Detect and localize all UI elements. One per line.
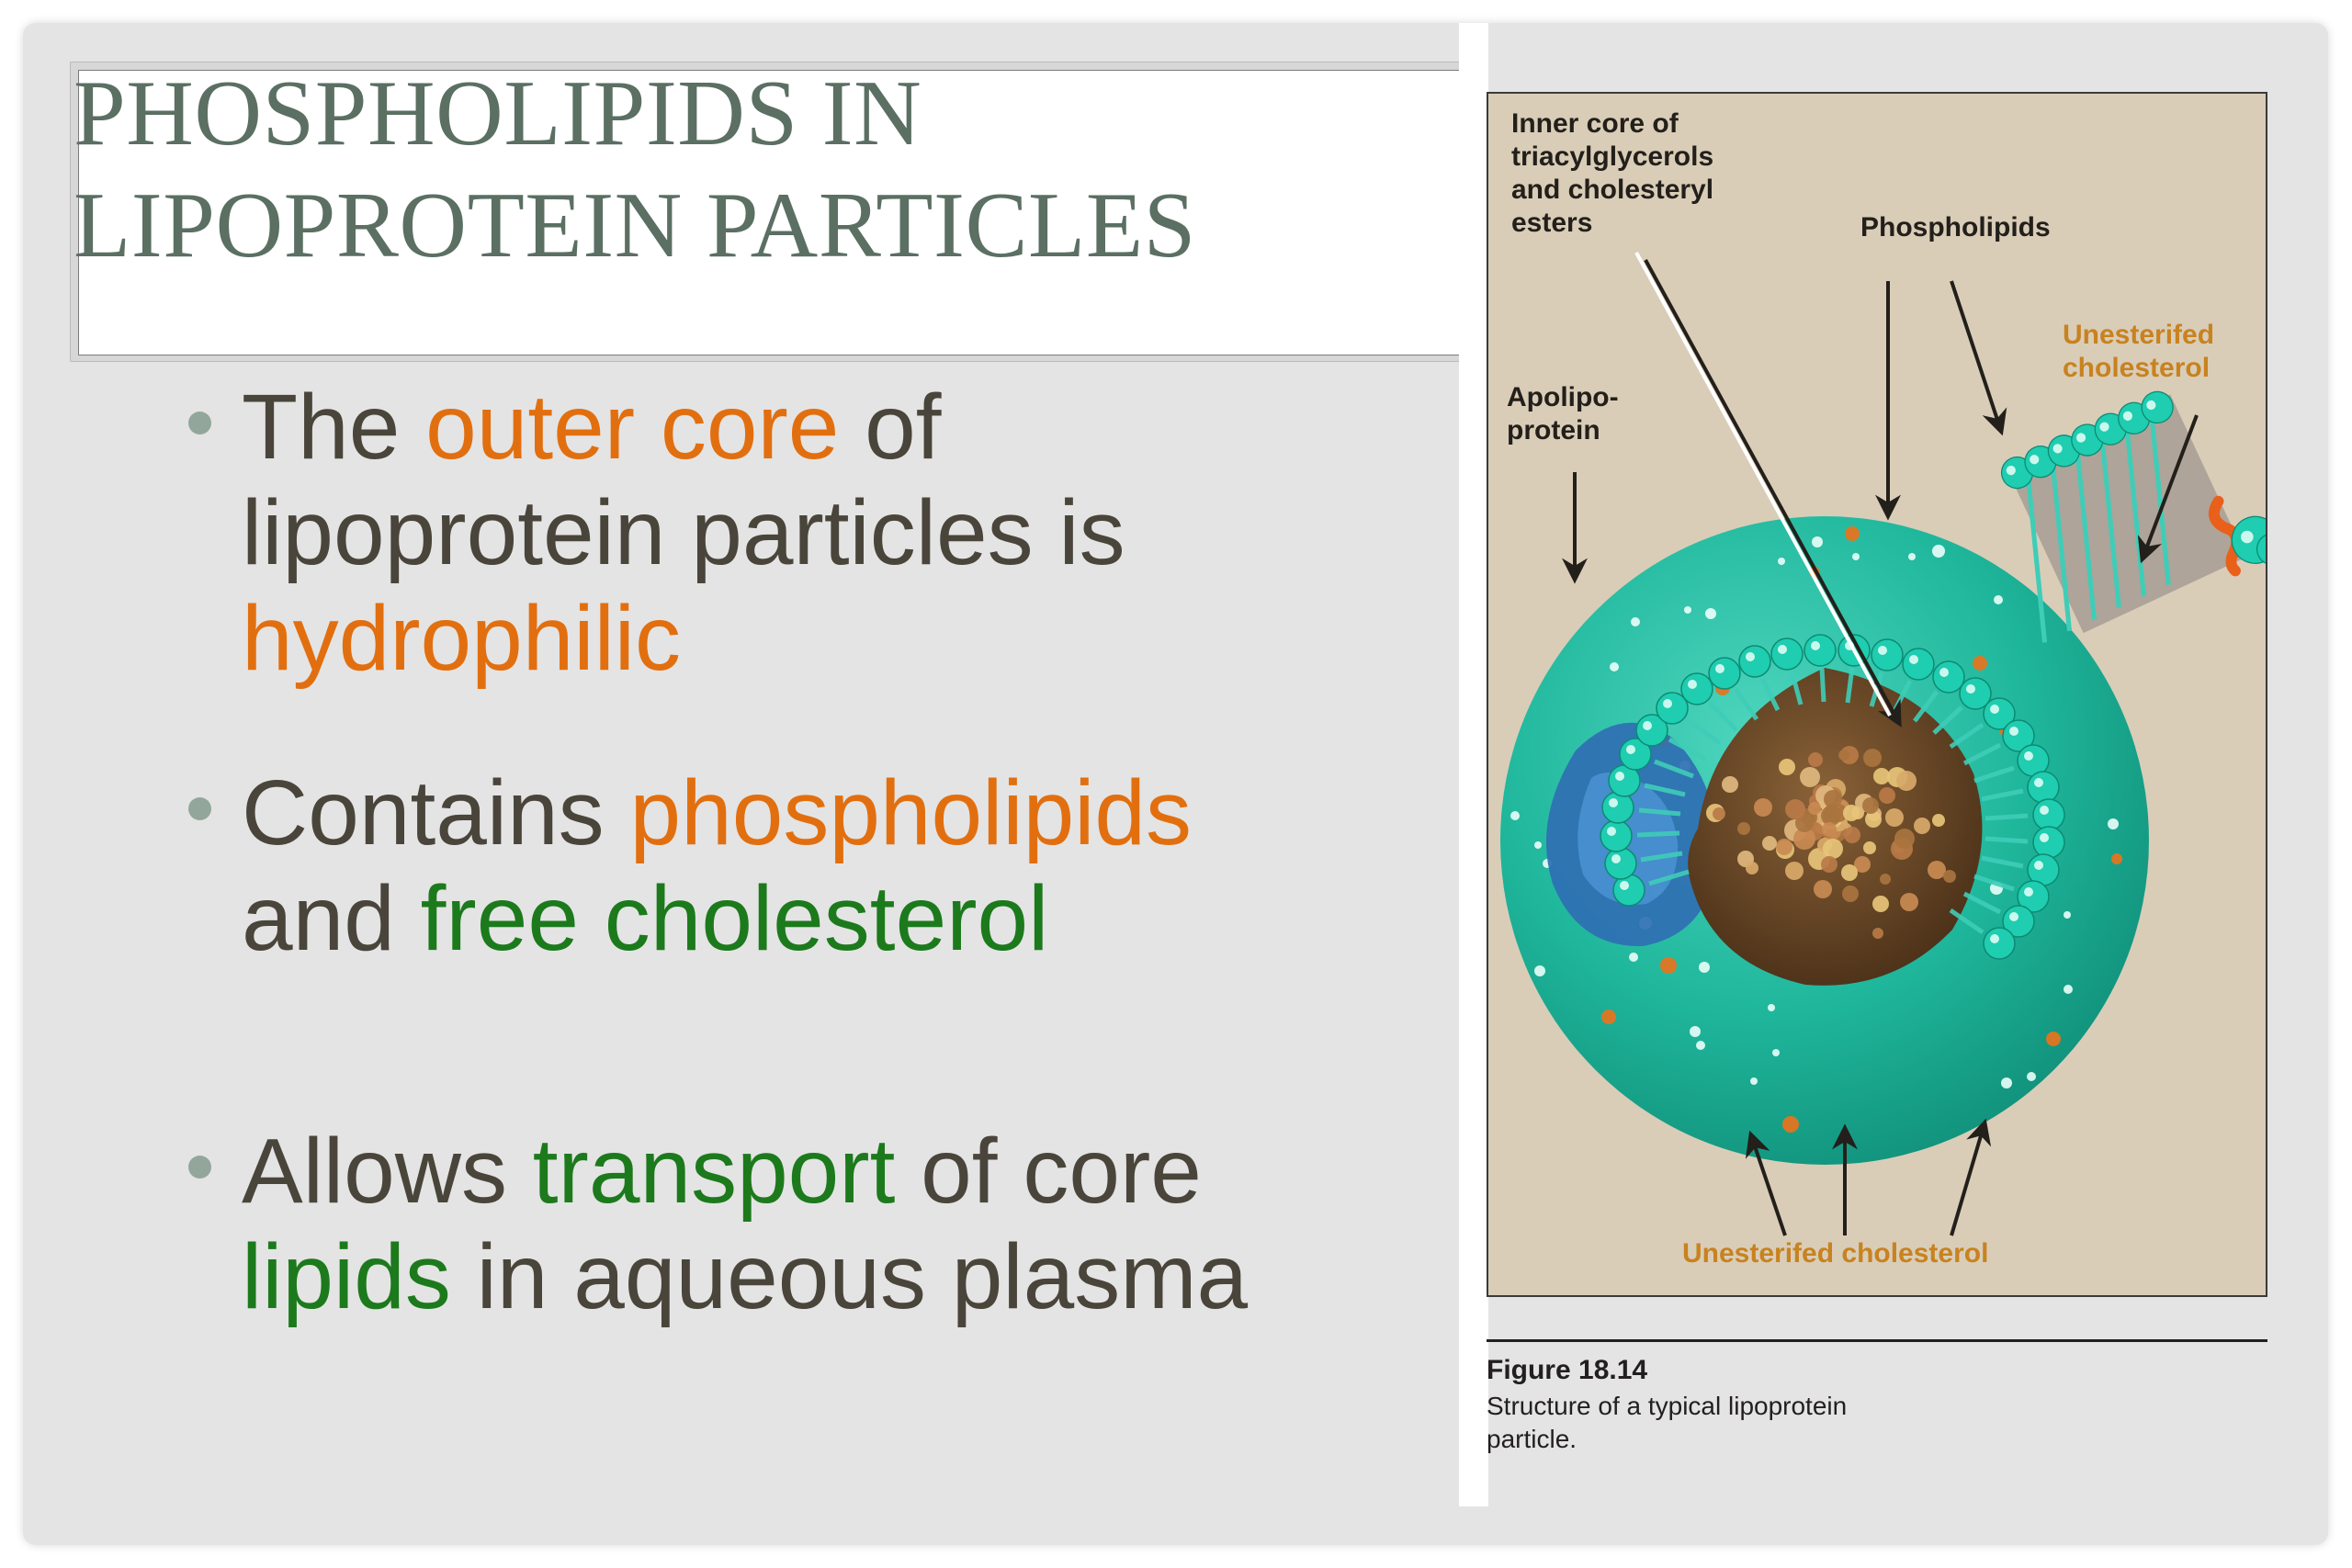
- svg-text:and cholesteryl: and cholesteryl: [1511, 175, 1713, 205]
- svg-text:Unesterifed cholesterol: Unesterifed cholesterol: [1682, 1238, 1988, 1269]
- svg-text:Unesterifed: Unesterifed: [2063, 320, 2214, 350]
- svg-text:esters: esters: [1511, 208, 1592, 238]
- svg-text:triacylglycerols: triacylglycerols: [1511, 141, 1713, 172]
- svg-text:Phospholipids: Phospholipids: [1860, 212, 2051, 243]
- svg-text:Inner core of: Inner core of: [1511, 108, 1679, 139]
- svg-text:Apolipo-: Apolipo-: [1507, 382, 1619, 412]
- svg-text:cholesterol: cholesterol: [2063, 353, 2210, 383]
- svg-text:protein: protein: [1507, 415, 1600, 446]
